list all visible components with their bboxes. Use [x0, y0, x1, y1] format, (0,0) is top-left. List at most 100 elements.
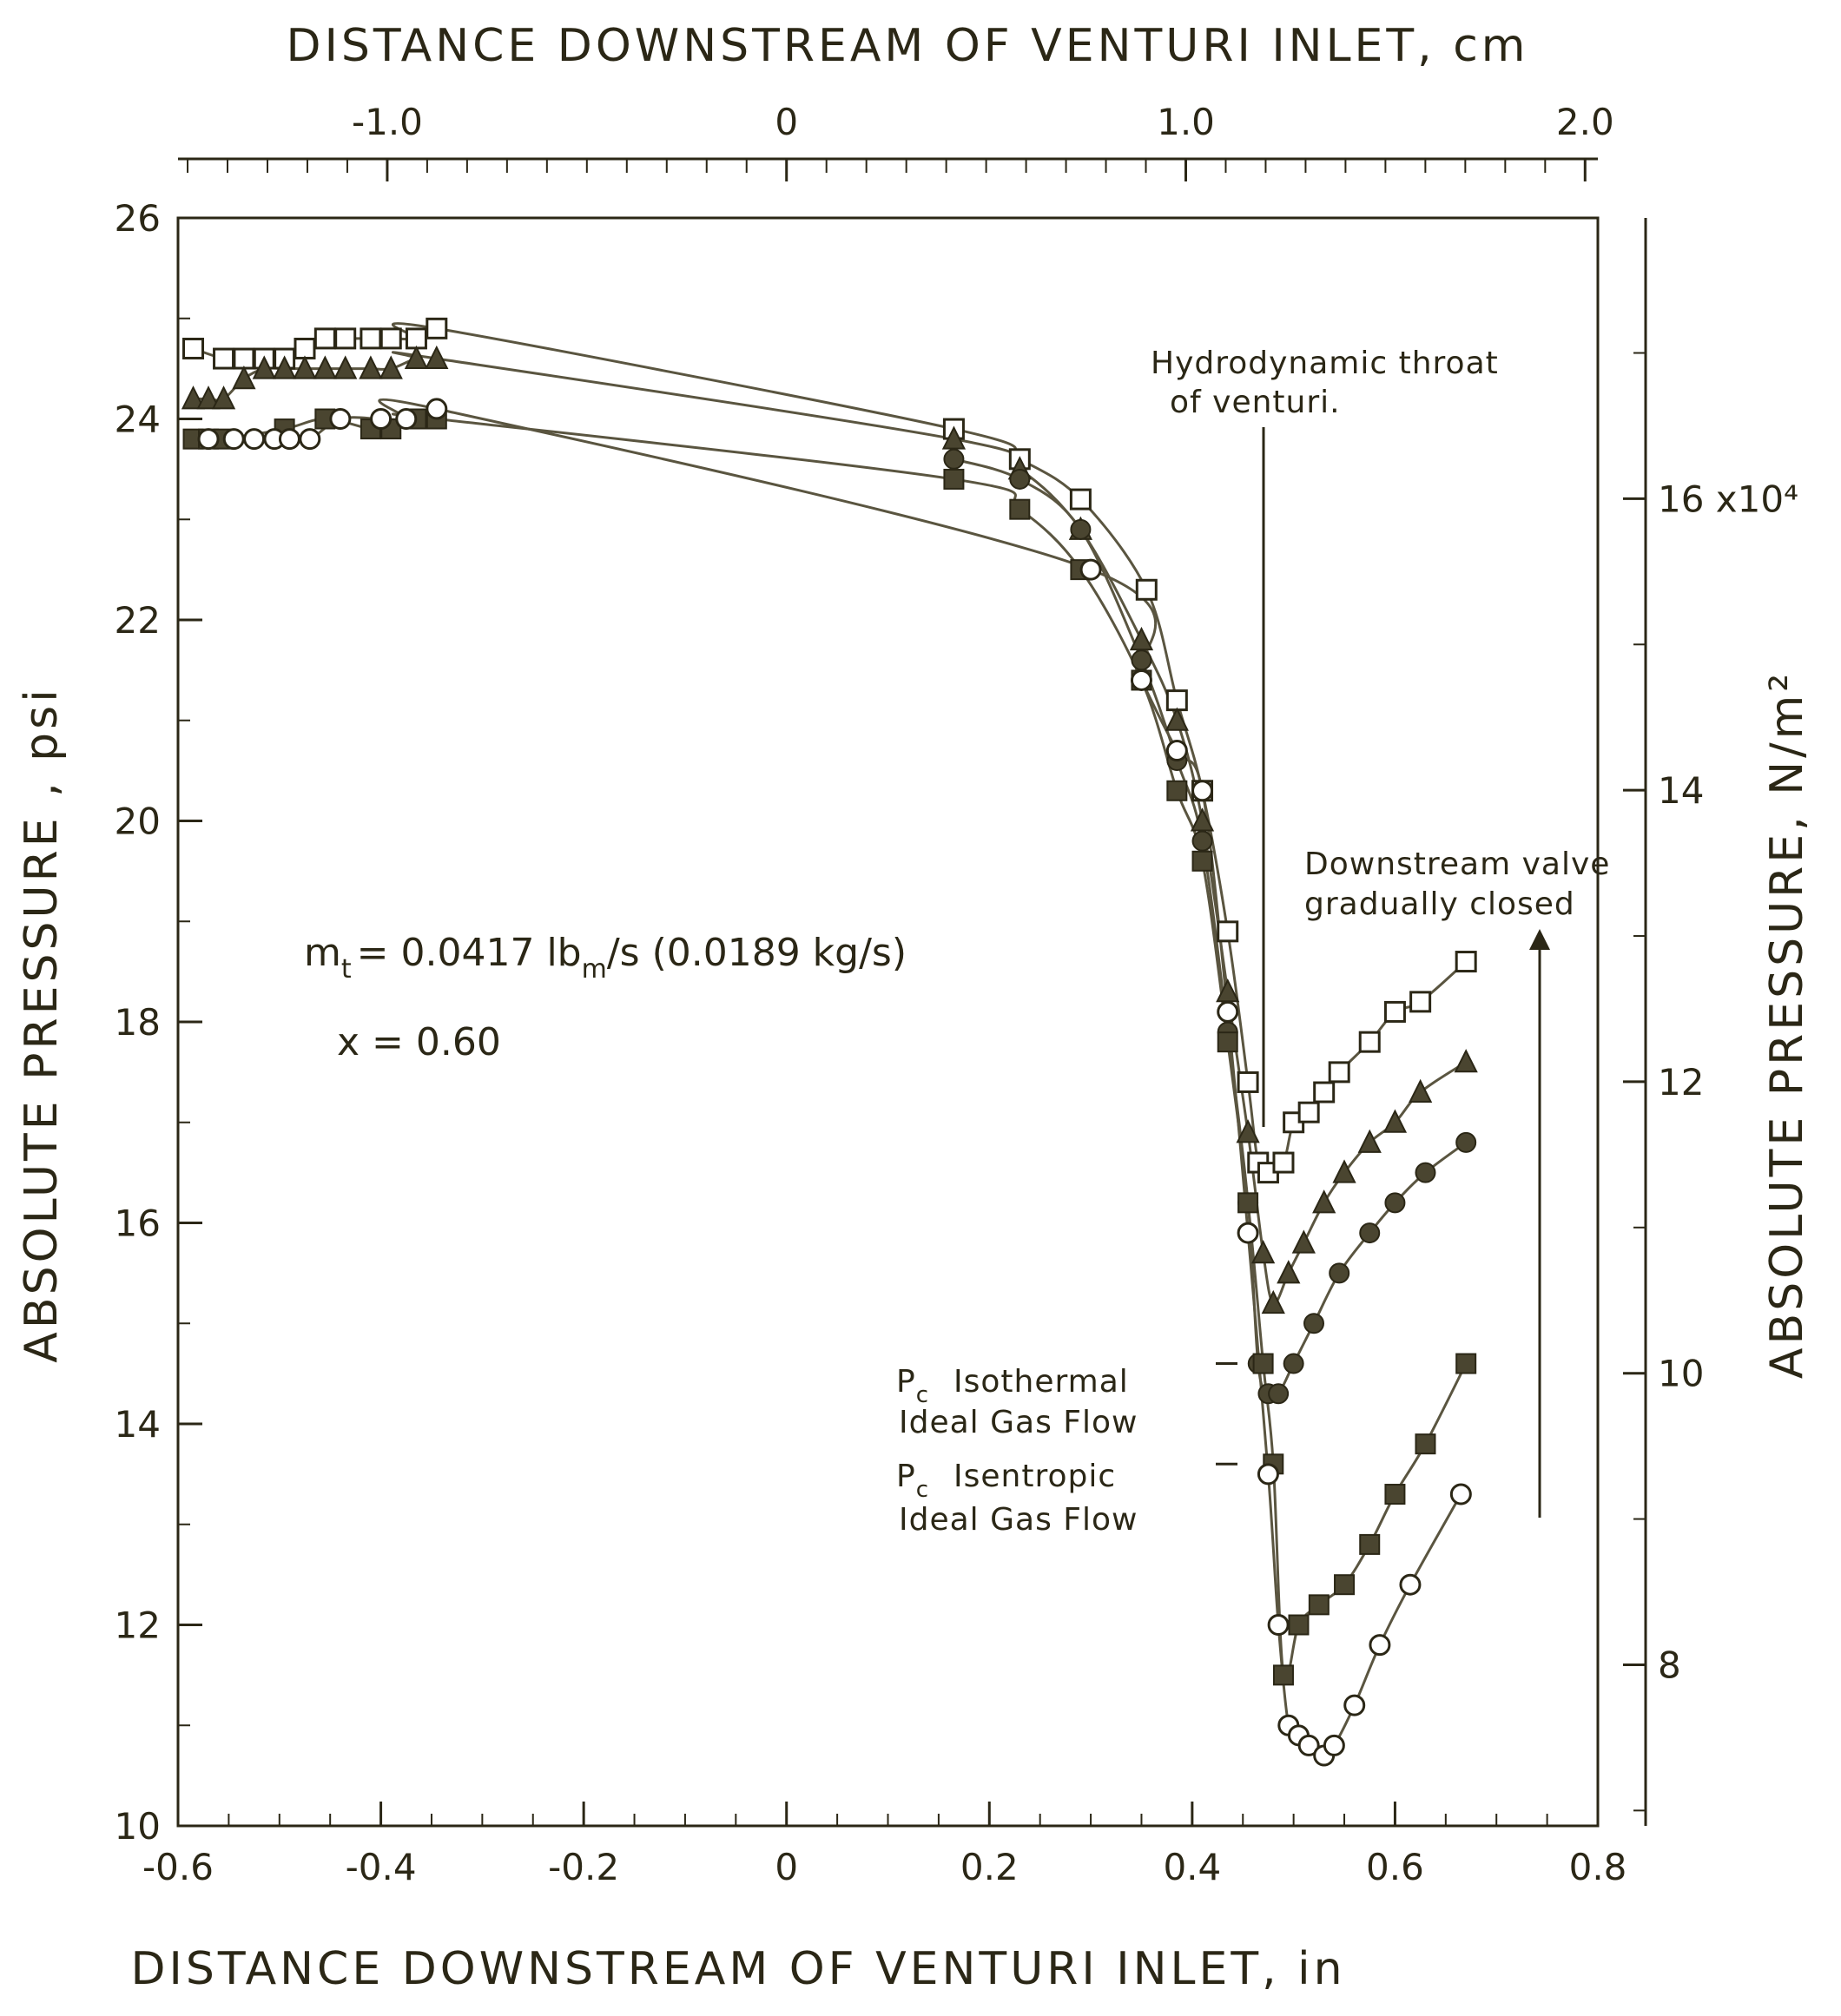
data-point-filled-square: [1272, 1664, 1294, 1686]
data-point-filled-circle: [1329, 1262, 1350, 1284]
data-point-filled-triangle: [313, 355, 337, 379]
data-point-open-square: [1069, 488, 1092, 511]
data-point-filled-square: [1288, 1614, 1310, 1636]
data-point-filled-triangle: [232, 365, 256, 390]
data-point-filled-triangle: [1312, 1189, 1336, 1214]
x-tick-label: 0.4: [1163, 1846, 1221, 1888]
data-point-filled-square: [1009, 498, 1031, 520]
mass-flow-symbol: m: [304, 931, 341, 975]
isothermal-label-line2: Ideal Gas Flow: [899, 1405, 1138, 1440]
data-point-filled-square: [1384, 1484, 1406, 1505]
series-line-open-circle: [208, 398, 1462, 1757]
data-point-open-square: [182, 337, 205, 359]
data-point-open-square: [426, 317, 448, 339]
data-point-filled-triangle: [1236, 1119, 1260, 1143]
data-point-open-square: [1455, 951, 1477, 973]
data-point-filled-triangle: [1250, 1239, 1276, 1264]
isothermal-pc-symbol: P: [896, 1364, 916, 1400]
data-point-open-square: [1135, 578, 1158, 601]
x-tick-label: -0.6: [142, 1846, 214, 1888]
data-point-filled-triangle: [1190, 807, 1215, 832]
data-point-open-circle: [395, 408, 418, 430]
data-point-open-circle: [1237, 1222, 1259, 1244]
data-point-open-square: [1358, 1031, 1381, 1053]
y-tick-label: 14: [115, 1403, 161, 1446]
data-point-filled-triangle: [181, 385, 206, 410]
data-point-open-square: [1383, 1000, 1406, 1023]
data-point-filled-triangle: [425, 345, 449, 370]
data-point-open-circle: [299, 428, 321, 451]
y2-tick-label: 16 x10⁴: [1658, 478, 1798, 520]
data-point-open-circle: [243, 428, 266, 451]
x-tick-label: 0: [775, 1846, 798, 1888]
y-tick-label: 18: [115, 1001, 161, 1044]
data-point-open-circle: [1079, 558, 1102, 581]
data-point-filled-circle: [943, 448, 965, 470]
x2-axis-label: DISTANCE DOWNSTREAM OF VENTURI INLET, cm: [287, 20, 1529, 72]
data-point-open-circle: [1343, 1694, 1366, 1716]
series-line-filled-circle: [953, 458, 1468, 1400]
data-point-filled-circle: [1268, 1383, 1290, 1405]
data-point-filled-circle: [1384, 1192, 1406, 1214]
data-point-open-circle: [1399, 1573, 1422, 1596]
data-point-filled-square: [1415, 1433, 1436, 1455]
mass-flow-subscript: t: [341, 954, 352, 985]
throat-annotation-line1: Hydrodynamic throat: [1151, 346, 1499, 381]
data-point-filled-triangle: [1261, 1289, 1285, 1314]
data-point-filled-square: [1191, 850, 1213, 872]
isentropic-pc-symbol: P: [896, 1459, 916, 1494]
data-point-filled-triangle: [1332, 1159, 1356, 1183]
data-point-filled-square: [1359, 1533, 1381, 1555]
data-point-filled-triangle: [273, 355, 297, 379]
data-point-open-square: [313, 327, 336, 350]
x-tick-label: 0.6: [1366, 1846, 1424, 1888]
y2-axis-label: ABSOLUTE PRESSURE, N/m²: [1761, 670, 1813, 1379]
y2-tick-label: 14: [1658, 769, 1704, 812]
data-point-filled-triangle: [1129, 626, 1154, 651]
data-point-open-square: [379, 327, 402, 350]
data-point-open-circle: [1297, 1734, 1320, 1756]
isothermal-pc-subscript: c: [916, 1382, 929, 1408]
data-point-filled-circle: [1009, 468, 1031, 490]
y2-tick-label: 8: [1658, 1644, 1681, 1686]
data-point-open-circle: [1323, 1734, 1345, 1756]
data-point-open-square: [405, 327, 427, 350]
data-point-open-square: [294, 337, 316, 359]
y-tick-label: 24: [115, 399, 161, 441]
y-tick-label: 26: [115, 197, 161, 240]
data-point-open-circle: [426, 398, 448, 420]
isentropic-label-line1: Pc Isentropic: [896, 1459, 1116, 1503]
y-tick-label: 12: [115, 1604, 161, 1647]
data-point-filled-triangle: [941, 425, 967, 450]
data-point-open-square: [1409, 991, 1432, 1013]
data-point-open-circle: [1257, 1463, 1279, 1486]
data-point-open-square: [1328, 1061, 1350, 1084]
data-point-filled-triangle: [333, 355, 358, 379]
data-point-filled-triangle: [1357, 1129, 1382, 1153]
x2-tick-label: 0: [775, 101, 798, 143]
isothermal-label-line1: Pc Isothermal: [896, 1364, 1129, 1408]
quality-annotation: x = 0.60: [337, 1020, 501, 1064]
data-point-filled-triangle: [196, 385, 221, 410]
data-point-filled-triangle: [404, 345, 429, 370]
mass-flow-unit-subscript: m: [582, 954, 607, 985]
data-point-open-square: [1217, 920, 1239, 943]
data-point-filled-triangle: [1291, 1229, 1316, 1254]
isothermal-label-text: Isothermal: [953, 1364, 1129, 1400]
x-tick-label: 0.8: [1569, 1846, 1627, 1888]
data-point-filled-circle: [1070, 518, 1092, 540]
x2-tick-label: 2.0: [1556, 101, 1614, 143]
x2-tick-label: 1.0: [1157, 101, 1215, 143]
x-tick-label: -0.2: [548, 1846, 619, 1888]
data-point-filled-triangle: [1409, 1078, 1433, 1104]
data-point-open-circle: [197, 428, 220, 451]
points-layer: [181, 317, 1478, 1767]
data-point-filled-circle: [1359, 1222, 1381, 1244]
data-point-filled-triangle: [1382, 1109, 1408, 1133]
data-point-filled-circle: [1415, 1162, 1436, 1183]
data-point-filled-square: [1166, 780, 1188, 801]
y-tick-label: 22: [115, 599, 161, 642]
data-point-filled-square: [943, 468, 965, 490]
y-tick-label: 16: [115, 1202, 161, 1245]
